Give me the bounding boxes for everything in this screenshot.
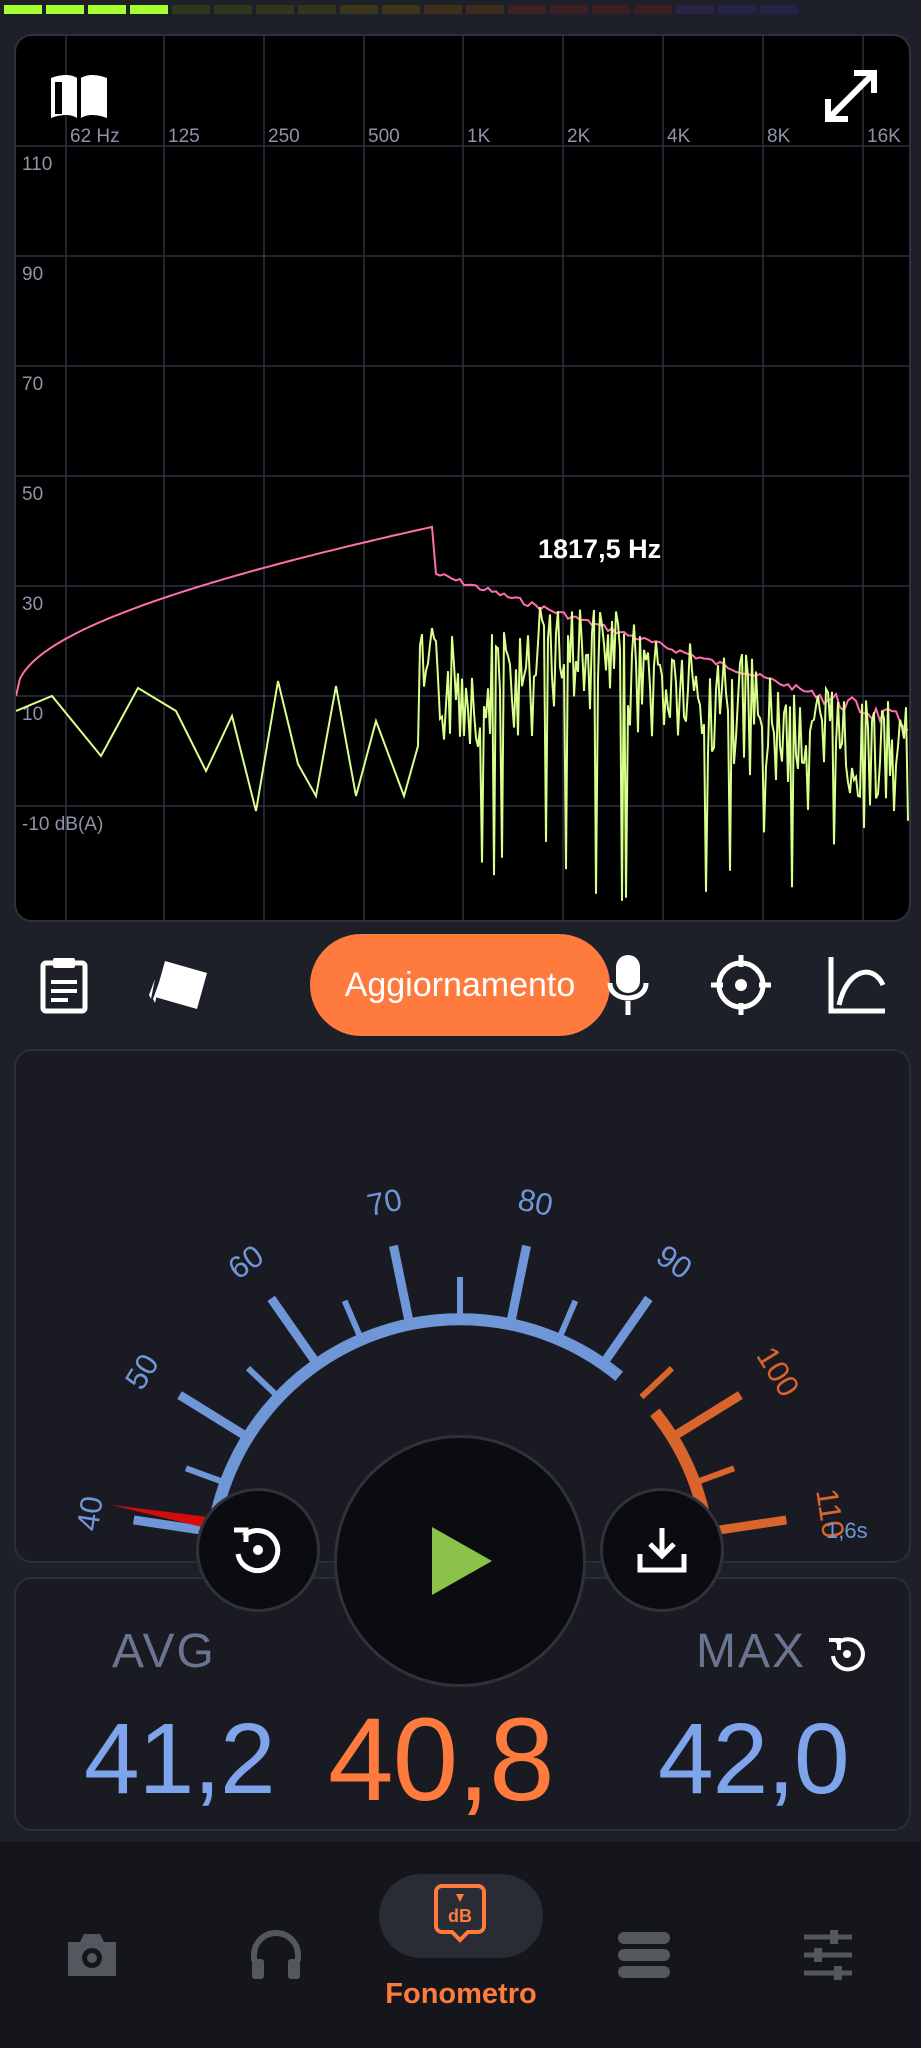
camera-icon[interactable] bbox=[32, 1900, 152, 2010]
level-segment bbox=[382, 5, 420, 14]
level-segment bbox=[340, 5, 378, 14]
level-segment bbox=[592, 5, 630, 14]
freq-tick-label: 4K bbox=[667, 126, 691, 147]
max-value: 42,0 bbox=[658, 1703, 850, 1815]
clipboard-icon[interactable] bbox=[32, 950, 96, 1020]
gauge-tick-label: 110 bbox=[809, 1486, 851, 1540]
db-tick-label: 70 bbox=[22, 374, 43, 395]
gauge-tick-label: 60 bbox=[222, 1238, 270, 1286]
level-segment bbox=[718, 5, 756, 14]
reset-button[interactable] bbox=[196, 1488, 320, 1612]
play-button[interactable] bbox=[334, 1435, 586, 1687]
download-icon bbox=[637, 1528, 687, 1573]
level-segment bbox=[214, 5, 252, 14]
gauge-arc-normal bbox=[204, 1313, 624, 1559]
current-value: 40,8 bbox=[328, 1694, 555, 1826]
peak-frequency-label: 1817,5 Hz bbox=[538, 534, 661, 564]
gauge-tick-label: 80 bbox=[515, 1182, 556, 1223]
guide-book-icon[interactable] bbox=[44, 66, 114, 126]
freq-tick-label: 2K bbox=[567, 126, 591, 147]
level-meter-bar bbox=[0, 0, 921, 20]
sliders-icon[interactable] bbox=[768, 1900, 888, 2010]
db-tick-label: 110 bbox=[22, 154, 52, 175]
nav-active-label: Fonometro bbox=[385, 1978, 537, 2010]
curve-icon[interactable] bbox=[822, 950, 892, 1020]
gauge-tick bbox=[389, 1244, 414, 1326]
svg-text:dB: dB bbox=[448, 1906, 472, 1926]
level-segment bbox=[46, 5, 84, 14]
freq-tick-label: 62 Hz bbox=[70, 126, 120, 147]
headphones-icon[interactable] bbox=[216, 1900, 336, 2010]
spectrum-panel[interactable]: 62 Hz 125 250 500 1K 2K 4K 8K 16K 110 90 70 50 30 10 -1… bbox=[14, 34, 911, 922]
gauge-tick bbox=[506, 1244, 531, 1326]
play-icon bbox=[432, 1527, 492, 1595]
freq-tick-label: 16K bbox=[867, 126, 901, 147]
freq-tick-label: 8K bbox=[767, 126, 791, 147]
level-segment bbox=[466, 5, 504, 14]
freq-tick-label: 1K bbox=[467, 126, 491, 147]
level-segment bbox=[298, 5, 336, 14]
analog-gauge: 2030405060708090100110120130 bbox=[70, 1182, 851, 1559]
gauge-tick-label: 50 bbox=[118, 1348, 166, 1396]
db-tick-label: 50 bbox=[22, 484, 43, 505]
gauge-tick-label: 100 bbox=[750, 1340, 807, 1402]
level-segment bbox=[760, 5, 798, 14]
refresh-button[interactable]: Aggiornamento bbox=[310, 934, 610, 1036]
avg-value: 41,2 bbox=[84, 1703, 276, 1815]
max-label: MAX bbox=[696, 1625, 807, 1678]
gauge-arc-loud bbox=[650, 1408, 716, 1559]
level-segment bbox=[424, 5, 462, 14]
average-spectrum-line bbox=[16, 525, 909, 731]
level-segment bbox=[88, 5, 126, 14]
level-segment bbox=[256, 5, 294, 14]
fullscreen-icon[interactable] bbox=[816, 66, 886, 126]
reset-icon bbox=[234, 1527, 281, 1574]
db-tick-label: 10 bbox=[22, 704, 43, 725]
avg-label: AVG bbox=[112, 1625, 216, 1678]
crosshair-icon[interactable] bbox=[706, 950, 776, 1020]
save-button[interactable] bbox=[600, 1488, 724, 1612]
gauge-tick-label: 40 bbox=[70, 1494, 110, 1533]
gauge-tick-label: 70 bbox=[364, 1182, 405, 1223]
level-segment bbox=[634, 5, 672, 14]
gauge-tick bbox=[267, 1295, 321, 1367]
level-segment bbox=[172, 5, 210, 14]
live-spectrum-line bbox=[16, 607, 909, 901]
list-icon[interactable] bbox=[584, 1900, 704, 2010]
gauge-tick bbox=[670, 1391, 743, 1442]
decibel-icon[interactable]: dB bbox=[400, 1858, 520, 1968]
cards-icon[interactable] bbox=[144, 950, 214, 1020]
gauge-tick bbox=[599, 1295, 653, 1367]
reset-max-icon[interactable] bbox=[822, 1634, 872, 1674]
gauge-tick bbox=[639, 1365, 675, 1400]
gauge-tick bbox=[184, 1465, 227, 1486]
freq-tick-label: 125 bbox=[168, 126, 200, 147]
level-segment bbox=[130, 5, 168, 14]
gauge-tick-label: 90 bbox=[650, 1238, 698, 1286]
freq-tick-label: 250 bbox=[268, 126, 300, 147]
gauge-tick bbox=[556, 1299, 579, 1341]
db-tick-label: 90 bbox=[22, 264, 43, 285]
level-segment bbox=[676, 5, 714, 14]
gauge-tick bbox=[245, 1365, 281, 1400]
gauge-tick bbox=[177, 1391, 250, 1442]
db-tick-label: -10 dB(A) bbox=[22, 814, 103, 835]
db-tick-label: 30 bbox=[22, 594, 43, 615]
interval-label: 1,6s bbox=[826, 1518, 868, 1543]
gauge-tick bbox=[341, 1299, 364, 1341]
spectrum-chart: 62 Hz 125 250 500 1K 2K 4K 8K 16K 110 90 70 50 30 10 -1… bbox=[16, 36, 909, 920]
level-segment bbox=[550, 5, 588, 14]
level-segment bbox=[508, 5, 546, 14]
freq-tick-label: 500 bbox=[368, 126, 400, 147]
level-segment bbox=[4, 5, 42, 14]
gauge-tick bbox=[693, 1465, 736, 1486]
microphone-icon[interactable] bbox=[600, 950, 656, 1020]
